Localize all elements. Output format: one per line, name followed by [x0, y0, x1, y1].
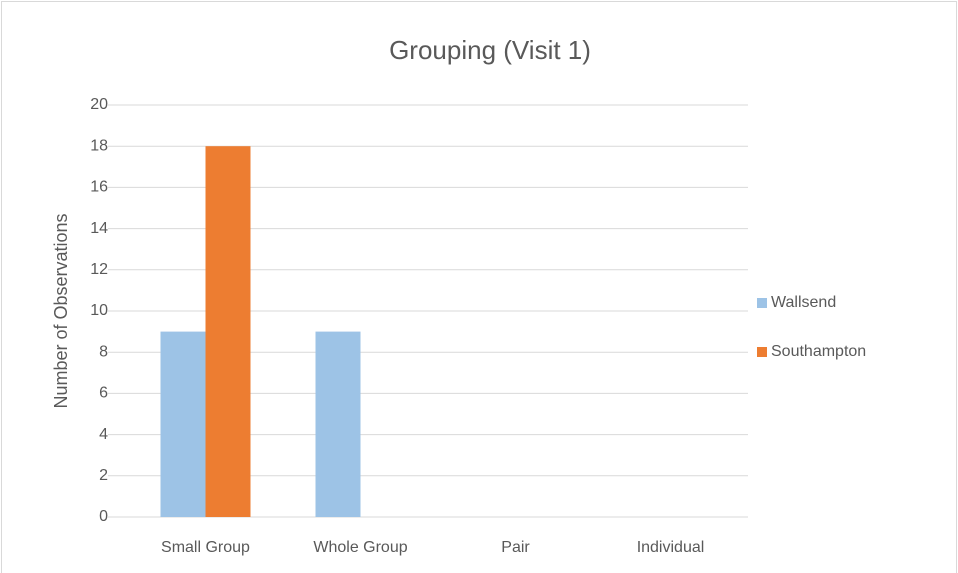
x-tick-label: Small Group	[161, 539, 250, 556]
y-axis-label: Number of Observations	[51, 213, 71, 408]
bar	[315, 331, 361, 517]
x-tick-label: Pair	[501, 539, 530, 556]
y-tick-label: 10	[90, 302, 108, 319]
y-tick-label: 2	[99, 467, 108, 484]
chart-title: Grouping (Visit 1)	[389, 35, 591, 65]
legend-label: Southampton	[771, 343, 866, 360]
y-tick-label: 20	[90, 96, 108, 113]
x-tick-label: Individual	[637, 539, 705, 556]
legend-swatch	[757, 347, 767, 357]
y-tick-label: 0	[99, 508, 108, 525]
y-tick-label: 14	[90, 220, 108, 237]
bar	[205, 146, 251, 517]
legend-label: Wallsend	[771, 294, 836, 311]
x-tick-label: Whole Group	[313, 539, 407, 556]
y-tick-label: 6	[99, 385, 108, 402]
y-tick-label: 16	[90, 179, 108, 196]
legend-swatch	[757, 298, 767, 308]
y-tick-label: 4	[99, 426, 108, 443]
y-tick-label: 12	[90, 261, 108, 278]
y-tick-label: 8	[99, 343, 108, 360]
y-tick-label: 18	[90, 137, 108, 154]
bar	[160, 331, 206, 517]
